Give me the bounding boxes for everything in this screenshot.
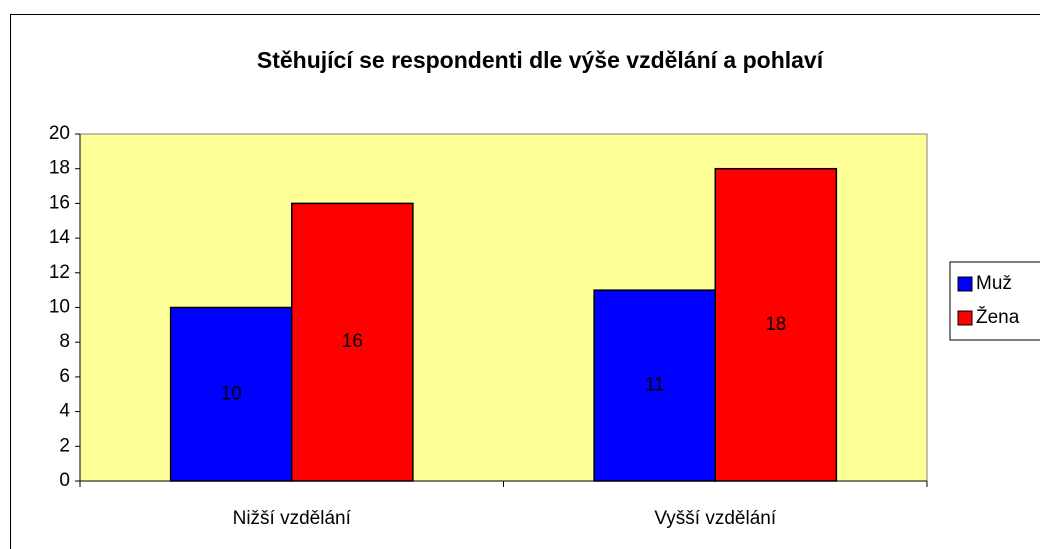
data-label: 11 [645,375,665,396]
y-tick-label: 2 [59,435,70,456]
data-label: 16 [342,331,363,352]
y-tick-label: 10 [49,297,70,318]
y-tick-label: 20 [49,123,70,144]
y-tick-label: 18 [49,158,70,179]
y-tick-label: 4 [59,401,70,422]
y-tick-label: 8 [59,331,70,352]
bar [169,306,293,482]
legend-swatch [957,276,973,292]
legend-box [949,261,1040,341]
data-label: 18 [765,314,786,335]
bar [291,202,414,482]
legend-swatch [957,310,973,326]
y-tick-label: 16 [49,192,70,213]
bar [593,289,717,482]
x-tick-label: Nižší vzdělání [233,508,352,529]
y-tick-label: 14 [49,227,71,248]
y-tick-label: 12 [49,262,70,283]
data-label: 10 [221,383,242,404]
chart-title: Stěhující se respondenti dle výše vzdělá… [257,47,825,73]
y-tick-label: 6 [59,366,70,387]
y-tick-label: 0 [59,470,70,491]
bar [714,167,838,482]
legend-label: Žena [976,306,1020,328]
legend-label: Muž [976,273,1012,294]
x-tick-label: Vyšší vzdělání [654,508,777,529]
